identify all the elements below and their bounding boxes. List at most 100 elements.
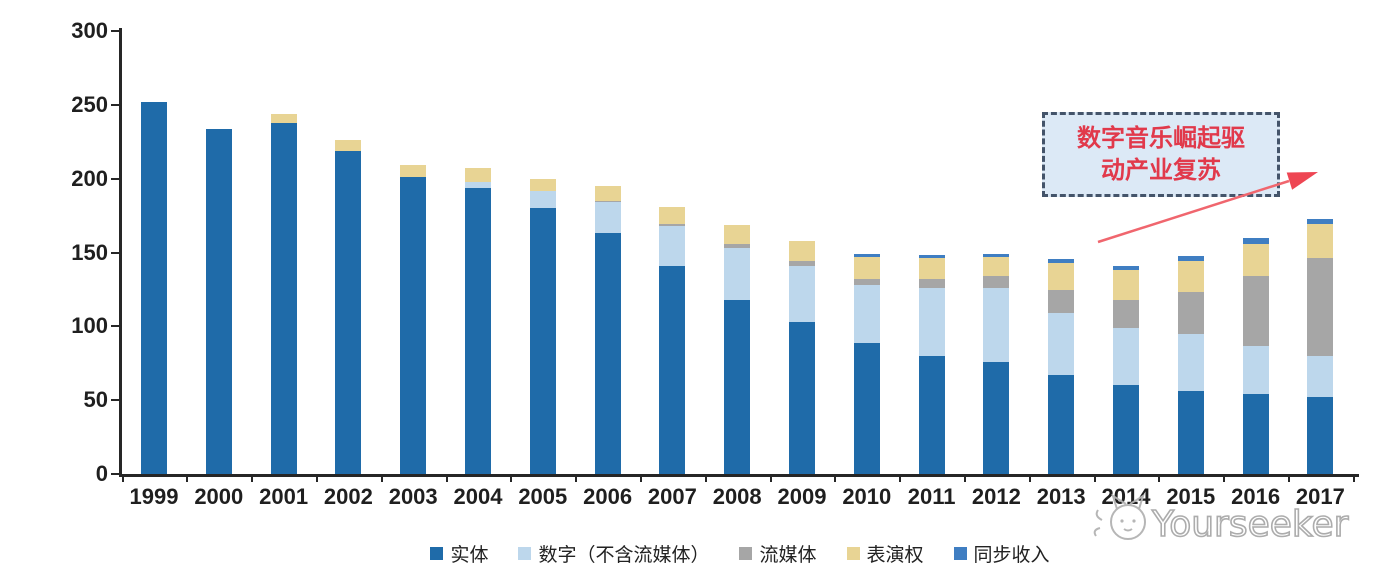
bar-segment-2016 <box>1242 276 1269 346</box>
y-axis-tick <box>111 103 120 106</box>
x-axis-label: 2006 <box>583 484 633 509</box>
bar-segment-2015 <box>1177 261 1204 293</box>
bar-segment-2010 <box>853 279 880 286</box>
bar-segment-2012 <box>983 276 1010 289</box>
bar-segment-2005 <box>529 190 556 209</box>
x-axis-tick <box>510 474 513 482</box>
bar-segment-2004 <box>465 187 491 474</box>
watermark: Yourseeker <box>1093 493 1349 546</box>
bar-segment-2011 <box>918 255 945 259</box>
y-axis-label: 250 <box>71 91 108 117</box>
bar-2006 <box>594 186 621 474</box>
bar-segment-2017 <box>1307 224 1334 259</box>
x-axis-tick <box>575 474 578 482</box>
bar-segment-2008 <box>724 243 751 249</box>
x-axis-label: 2007 <box>647 484 697 509</box>
bar-segment-2002 <box>335 140 362 151</box>
x-axis-label: 2009 <box>777 484 827 509</box>
bar-2007 <box>659 206 686 474</box>
x-axis-tick <box>640 474 642 482</box>
x-axis-tick <box>1223 474 1226 482</box>
x-axis-label: 2015 <box>1166 484 1216 509</box>
bar-segment-2008 <box>724 299 751 474</box>
x-axis-label: 2003 <box>388 484 438 509</box>
bar-segment-2012 <box>983 361 1010 474</box>
bar-2016 <box>1242 237 1269 474</box>
y-axis-tick <box>111 399 120 402</box>
bar-segment-2003 <box>400 177 427 474</box>
bar-segment-2008 <box>724 224 751 244</box>
bar-2010 <box>853 254 880 474</box>
bar-1999 <box>141 101 167 474</box>
x-axis-tick <box>186 474 189 482</box>
bar-segment-2002 <box>335 150 362 474</box>
x-axis-label: 2010 <box>842 484 892 509</box>
legend-item-performance: 表演权 <box>846 540 924 567</box>
bar-segment-2004 <box>465 168 491 182</box>
bar-segment-2006 <box>594 200 621 203</box>
legend-label: 实体 <box>450 545 489 566</box>
bar-segment-2017 <box>1307 218 1334 225</box>
bar-segment-2001 <box>270 113 297 123</box>
x-axis-label: 2017 <box>1295 484 1345 509</box>
bar-2013 <box>1048 258 1075 474</box>
y-axis-tick <box>111 30 120 32</box>
y-axis-tick <box>111 325 120 328</box>
x-axis-tick <box>121 474 124 482</box>
legend-label: 数字（不含流媒体） <box>538 545 710 566</box>
y-axis-tick <box>111 251 120 254</box>
bar-2017 <box>1307 218 1334 474</box>
x-axis-label: 2008 <box>712 484 762 509</box>
legend-swatch-performance <box>846 547 860 560</box>
bar-segment-2014 <box>1113 270 1139 300</box>
bar-segment-2013 <box>1048 262 1075 290</box>
x-axis-tick <box>251 474 254 482</box>
bar-2005 <box>529 178 556 474</box>
legend-item-streaming: 流媒体 <box>739 540 817 567</box>
legend-swatch-streaming <box>739 547 753 560</box>
bar-segment-2014 <box>1113 327 1139 386</box>
bar-segment-2017 <box>1307 258 1334 356</box>
bar-segment-1999 <box>141 101 167 474</box>
y-axis-line <box>119 28 122 477</box>
y-axis-label: 0 <box>95 461 108 486</box>
x-axis-label: 2013 <box>1036 484 1086 509</box>
x-axis-label: 2004 <box>453 484 503 509</box>
bar-2011 <box>918 255 945 474</box>
bar-segment-2007 <box>659 206 686 225</box>
x-axis-label: 2012 <box>971 484 1021 509</box>
bar-2008 <box>724 224 751 474</box>
bar-2009 <box>789 240 815 474</box>
cat-logo-icon <box>1093 493 1146 540</box>
annotation-text-line: 数字音乐崛起驱 <box>1077 124 1245 152</box>
legend-item-digital: 数字（不含流媒体） <box>518 540 709 567</box>
legend: 实体 数字（不含流媒体） 流媒体 表演权 同步收入 <box>120 540 1360 567</box>
x-axis-label: 2011 <box>907 484 956 509</box>
bar-segment-2006 <box>594 233 621 474</box>
legend-label: 表演权 <box>866 545 924 566</box>
bar-segment-2008 <box>724 248 751 300</box>
bar-segment-2007 <box>659 225 686 266</box>
x-axis-label: 2002 <box>323 484 373 509</box>
bar-segment-2009 <box>789 321 815 474</box>
y-axis-tick <box>111 177 120 180</box>
bar-segment-2009 <box>789 240 815 262</box>
bar-segment-2007 <box>659 224 686 226</box>
legend-item-sync: 同步收入 <box>953 540 1050 567</box>
bar-2004 <box>465 168 491 474</box>
bar-segment-2009 <box>789 261 815 266</box>
legend-swatch-physical <box>430 547 444 560</box>
bar-segment-2006 <box>594 186 621 201</box>
legend-item-physical: 实体 <box>430 540 488 567</box>
y-axis-label: 50 <box>83 387 108 413</box>
y-axis-label: 300 <box>71 18 108 43</box>
bar-segment-2014 <box>1113 265 1139 271</box>
bar-segment-2013 <box>1048 375 1075 474</box>
x-axis-label: 2000 <box>194 484 244 509</box>
bar-segment-2012 <box>983 254 1010 258</box>
annotation-callout: 数字音乐崛起驱 动产业复苏 <box>1042 112 1280 197</box>
x-axis-tick <box>1158 474 1161 482</box>
bar-segment-2000 <box>205 128 232 474</box>
y-axis-label: 100 <box>71 313 108 339</box>
x-axis-tick <box>1028 474 1031 482</box>
